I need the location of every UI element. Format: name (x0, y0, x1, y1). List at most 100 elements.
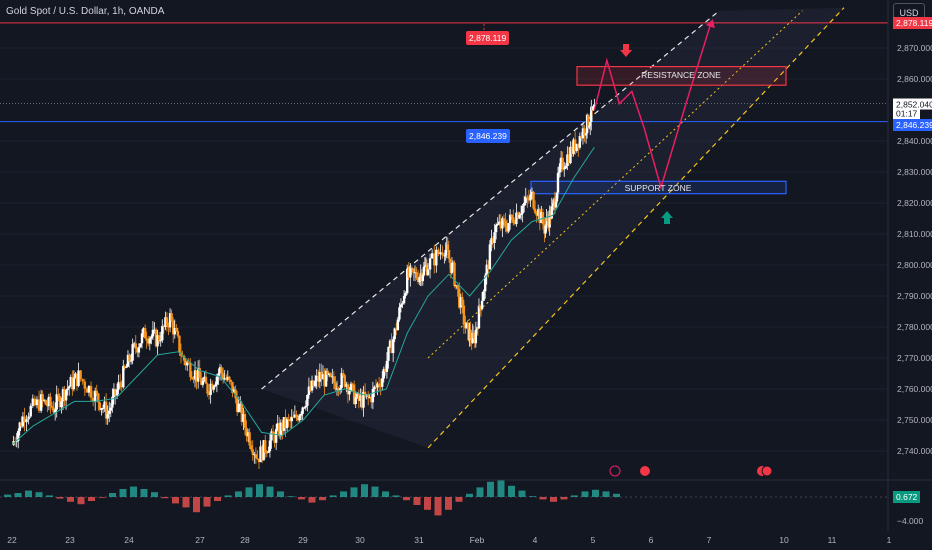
candle-body (399, 304, 403, 308)
candle-body (583, 128, 586, 136)
candle-body (418, 277, 421, 283)
indicator-bar (550, 497, 557, 502)
y-tick: 2,860.000 (897, 74, 932, 84)
indicator-bar (151, 492, 158, 497)
candle-body (310, 380, 314, 391)
candle-body (232, 389, 236, 394)
candle-body (533, 208, 537, 213)
candle-body (578, 136, 582, 148)
candle-body (446, 244, 449, 250)
candle-body (254, 454, 258, 459)
indicator-bar (602, 491, 610, 497)
candle-body (313, 381, 317, 387)
indicator-bar (88, 497, 95, 501)
currency-button[interactable]: USD (893, 3, 925, 21)
candle-body (282, 417, 286, 431)
indicator-bar (497, 480, 505, 497)
indicator-bar (35, 492, 43, 497)
y-tick: 2,780.000 (897, 322, 932, 332)
candle-body (190, 376, 194, 379)
candle-body (572, 139, 575, 154)
candle-body (201, 380, 205, 385)
candle-body (496, 224, 499, 226)
candle-body (318, 371, 322, 382)
indicator-bar (424, 497, 431, 510)
y-tick: 2,750.000 (897, 415, 932, 425)
candle-body (526, 196, 529, 199)
candle-body (387, 346, 390, 361)
candle-body (143, 328, 147, 339)
indicator-bar (203, 497, 211, 507)
indicator-bar (287, 496, 295, 497)
candle-body (253, 454, 256, 456)
candle-body (448, 258, 452, 263)
candle-body (89, 385, 93, 398)
candle-body (55, 394, 58, 410)
indicator-bar (4, 494, 11, 497)
candle-body (240, 403, 244, 422)
candle-body (221, 373, 225, 380)
us-flag-event-icon (761, 465, 773, 477)
indicator-bar (98, 497, 106, 498)
x-tick: 11 (827, 535, 837, 545)
candle-body (590, 106, 593, 122)
indicator-bar (245, 487, 253, 497)
indicator-bar (329, 495, 337, 497)
candle-body (475, 327, 479, 330)
candle-body (60, 401, 63, 408)
candle-body (58, 396, 62, 408)
candle-body (465, 322, 468, 329)
candle-body (435, 249, 438, 266)
candle-body (462, 305, 466, 325)
candle-body (320, 371, 323, 380)
candle-body (332, 376, 336, 383)
candle-body (87, 385, 91, 393)
candle-body (182, 355, 186, 361)
candle-body (334, 382, 337, 390)
candle-body (505, 227, 509, 232)
target-price-tag: 2,878.119 (466, 31, 510, 45)
candle-body (298, 415, 301, 421)
candle-body (195, 370, 198, 382)
x-tick: 22 (7, 535, 17, 545)
candle-body (573, 139, 577, 151)
candle-body (267, 451, 270, 453)
candle-body (287, 419, 290, 421)
projection-arrowhead (705, 19, 715, 29)
candle-body (52, 407, 55, 413)
candle-body (79, 370, 82, 380)
candle-body (74, 373, 77, 379)
candle-body (150, 336, 153, 339)
candle-body (340, 373, 343, 388)
candle-body (524, 196, 527, 203)
indicator-bar (25, 490, 32, 497)
x-tick: 28 (240, 535, 250, 545)
indicator-bar (560, 497, 568, 500)
candle-body (301, 407, 304, 414)
candle-body (413, 272, 417, 274)
candle-body (274, 429, 278, 443)
candle-body (532, 191, 535, 209)
candle-body (395, 328, 398, 331)
candle-body (371, 388, 375, 403)
candle-body (415, 272, 418, 278)
candle-body (548, 210, 551, 228)
candle-body (515, 212, 518, 224)
candle-body (206, 383, 209, 394)
candle-body (209, 383, 212, 395)
candle-body (354, 397, 357, 404)
candle-body (125, 366, 128, 368)
candle-body (259, 446, 262, 463)
candle-body (217, 373, 220, 377)
candle-body (426, 269, 430, 275)
candle-body (349, 383, 353, 391)
indicator-bar (361, 484, 368, 497)
candle-body (242, 413, 245, 422)
x-tick: 23 (65, 535, 75, 545)
candle-body (428, 258, 432, 270)
indicator-bar (224, 495, 232, 497)
channel-middle-line (427, 10, 803, 359)
candle-body (164, 317, 167, 327)
candle-body (293, 414, 297, 418)
